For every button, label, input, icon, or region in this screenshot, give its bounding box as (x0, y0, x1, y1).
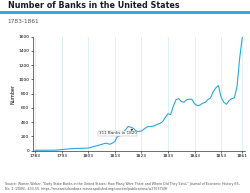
Text: 1783-1861: 1783-1861 (8, 19, 39, 24)
Text: Number of Banks in the United States: Number of Banks in the United States (8, 1, 179, 10)
Y-axis label: Number: Number (10, 84, 15, 104)
Text: 311 Banks in 1820: 311 Banks in 1820 (99, 129, 137, 135)
Text: Source: Warren Weber, "Early State Banks in the United States: How Many Were The: Source: Warren Weber, "Early State Banks… (5, 182, 240, 191)
